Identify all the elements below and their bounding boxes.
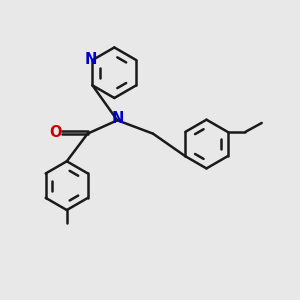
Text: N: N — [112, 111, 124, 126]
Text: N: N — [85, 52, 97, 67]
Text: O: O — [50, 125, 62, 140]
